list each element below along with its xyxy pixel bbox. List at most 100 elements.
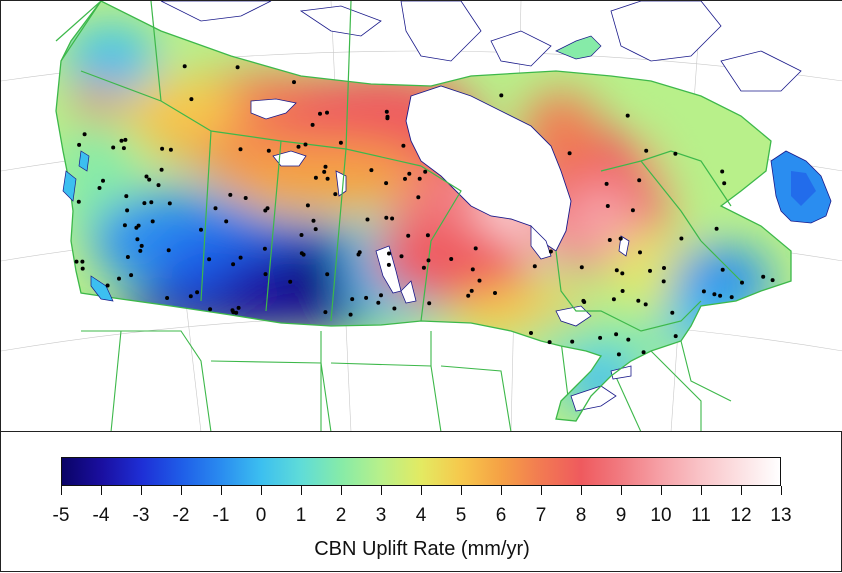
gps-station-dot [387, 251, 391, 256]
gps-station-dot [135, 237, 140, 242]
gps-station-dot [425, 233, 430, 238]
gps-station-dot [189, 97, 194, 102]
colorbar-tick-label: 5 [455, 505, 467, 526]
gps-station-dot [299, 233, 304, 237]
gps-station-dot [231, 262, 236, 267]
gps-station-dot [213, 206, 218, 211]
gps-station-dot [348, 312, 353, 317]
gps-station-dot [477, 278, 482, 283]
gps-station-dot [182, 64, 187, 69]
gps-station-dot [97, 186, 102, 190]
gps-station-dot [390, 216, 395, 221]
colorbar-segment [500, 458, 541, 485]
gps-station-dot [714, 226, 719, 231]
colorbar-segment [700, 458, 741, 485]
gps-station-dot [199, 227, 203, 232]
gps-station-dot [236, 305, 241, 310]
colorbar-tick [261, 486, 262, 495]
gps-station-dot [626, 337, 631, 342]
gps-station-dot [641, 350, 646, 355]
colorbar-tick [341, 486, 342, 495]
colorbar-tick-label: 1 [295, 505, 307, 526]
gps-station-dot [313, 227, 318, 232]
colorbar-tick [541, 486, 542, 495]
colorbar-tick-label: 0 [255, 505, 267, 526]
colorbar-segment [301, 458, 342, 485]
gps-station-dot [401, 143, 406, 148]
legend-panel: -5 -4 -3 -2 -1 0 1 2 3 4 5 6 7 8 9 10 11 12 13 CBN Uplift … [1, 432, 842, 573]
gps-station-dot [207, 257, 212, 262]
colorbar-tick-label: 6 [495, 505, 507, 526]
gps-station-dot [630, 208, 635, 213]
gps-station-dot [188, 294, 193, 299]
colorbar-tick-label: 11 [691, 505, 711, 526]
james-bay [530, 225, 552, 260]
gps-station-dot [406, 233, 411, 238]
gps-station-dot [168, 147, 173, 152]
gps-station-dot [499, 93, 504, 98]
gps-station-dot [673, 334, 678, 339]
gps-station-dot [421, 265, 426, 270]
colorbar-segment [181, 458, 222, 485]
gps-station-dot [427, 301, 432, 306]
colorbar-title: CBN Uplift Rate (mm/yr) [314, 538, 530, 560]
colorbar-tick-label: -4 [92, 505, 110, 526]
gps-station-dot [579, 265, 584, 270]
colorbar-tick [781, 486, 782, 495]
gps-station-dot [386, 262, 391, 267]
gps-station-dot [416, 195, 421, 200]
gps-station-dot [125, 208, 130, 213]
gps-station-dot [662, 266, 666, 270]
colorbar-tick-label: 2 [335, 505, 347, 526]
gps-station-dot [426, 258, 431, 263]
gps-station-dot [292, 80, 296, 85]
canada-uplift-map [1, 1, 842, 431]
colorbar [61, 457, 781, 486]
gps-station-dot [493, 291, 497, 295]
colorbar-ticks [61, 486, 782, 498]
gps-station-dot [614, 268, 619, 273]
gps-station-dot [310, 122, 315, 127]
gps-station-dot [149, 200, 154, 205]
gps-station-dot [469, 288, 474, 293]
colorbar-tick-label: -1 [212, 505, 230, 526]
gps-station-dot [679, 236, 684, 241]
gps-station-dot [139, 243, 144, 248]
gps-station-dot [392, 306, 397, 311]
gps-station-dot [313, 175, 318, 180]
colorbar-tick-label: -2 [172, 505, 190, 526]
colorbar-tick [181, 486, 182, 495]
colorbar-segment [421, 458, 461, 485]
gps-station-dot [620, 271, 625, 276]
gps-station-dot [195, 290, 200, 295]
gps-station-dot [122, 223, 127, 228]
colorbar-tick-label: 13 [770, 505, 792, 526]
gps-station-dot [243, 196, 248, 200]
gps-station-dot [423, 169, 428, 174]
gps-station-dot [303, 142, 308, 147]
gps-station-dot [166, 248, 171, 253]
gps-station-dot [718, 293, 723, 298]
canada-outline [55, 1, 792, 422]
gps-station-dot [238, 147, 243, 152]
gps-station-dot [712, 292, 717, 297]
gps-station-dot [76, 199, 81, 204]
gps-station-dot [770, 278, 775, 283]
gps-station-dot [124, 194, 129, 199]
gps-station-dot [208, 307, 213, 312]
gps-station-dot [369, 168, 374, 173]
gps-station-dot [150, 219, 155, 224]
colorbar-tick [741, 486, 742, 495]
colorbar-tick [141, 486, 142, 495]
gps-station-dot [235, 65, 240, 70]
arctic-coastlines [160, 1, 802, 92]
gps-station-dot [636, 298, 641, 303]
gps-station-dot [729, 295, 734, 300]
colorbar-tick-label: 12 [730, 505, 752, 526]
colorbar-tick-label: 3 [375, 505, 387, 526]
gps-station-dot [567, 151, 572, 156]
colorbar-tick [501, 486, 502, 495]
gps-station-dot [74, 259, 79, 264]
gps-station-dot [311, 218, 316, 223]
gps-station-dot [263, 208, 268, 213]
